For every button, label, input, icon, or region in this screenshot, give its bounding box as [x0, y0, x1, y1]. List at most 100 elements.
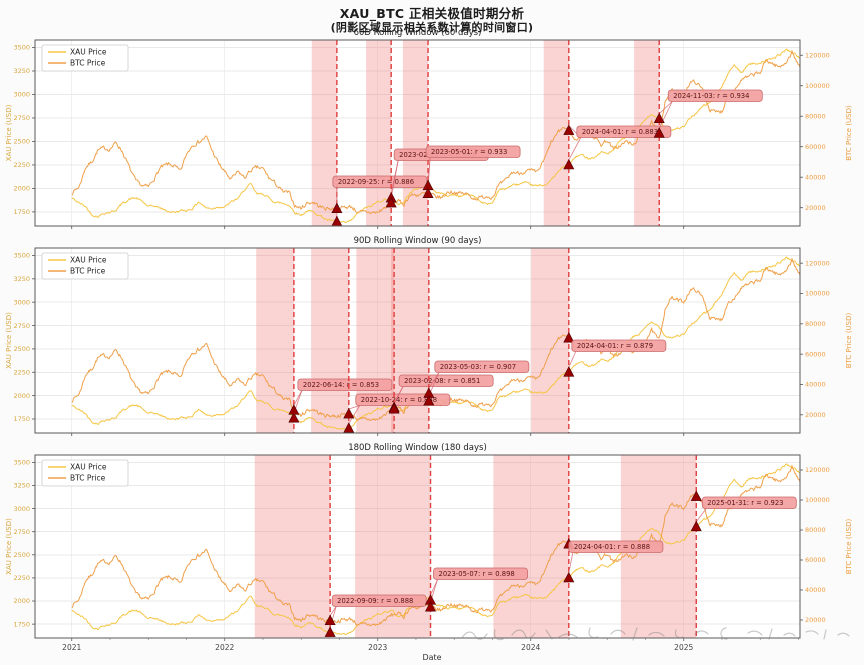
annotation-leader-line — [348, 405, 361, 424]
right-axis-title: BTC Price (USD) — [845, 312, 853, 368]
annotation-box — [667, 89, 763, 102]
left-tick-label: 2000 — [13, 185, 30, 193]
annotation-label: 2022-09-25: r = 0.886 — [338, 178, 414, 186]
right-tick-label: 80000 — [805, 112, 826, 120]
annotation-label: 2024-04-01: r = 0.879 — [577, 342, 653, 350]
annotation-box — [331, 594, 427, 607]
right-tick-label: 60000 — [805, 143, 826, 151]
left-tick-label: 3500 — [13, 252, 30, 260]
left-tick-label: 2000 — [13, 392, 30, 400]
annotation-leader-line — [293, 390, 303, 406]
extreme-annotation: 2023-05-03: r = 0.907 — [434, 360, 530, 373]
axes-spines — [34, 454, 801, 639]
left-tick-label: 2000 — [13, 597, 30, 605]
annotation-label: 2023-05-07: r = 0.898 — [439, 570, 515, 578]
extreme-marker — [288, 412, 300, 423]
correlation-window-band — [402, 40, 429, 226]
annotation-leader-line — [658, 101, 673, 129]
annotation-box — [332, 175, 428, 188]
extreme-marker — [563, 158, 575, 170]
left-tick-label: 3250 — [13, 482, 30, 490]
correlation-window-band — [355, 455, 431, 638]
annotation-label: 2024-04-01: r = 0.883 — [582, 128, 658, 136]
annotation-leader-line — [568, 137, 582, 161]
extreme-annotation: 2022-06-14: r = 0.853 — [297, 378, 393, 391]
extreme-marker — [388, 403, 400, 414]
annotation-box — [576, 125, 672, 138]
annotation-label: 2022-09-09: r = 0.888 — [337, 597, 413, 605]
x-tick-label: 2022 — [215, 643, 234, 652]
left-axis-title: XAU Price (USD) — [5, 518, 13, 575]
extreme-marker — [690, 520, 702, 532]
right-tick-label: 20000 — [805, 411, 826, 419]
right-tick-label: 40000 — [805, 173, 826, 181]
extreme-marker — [425, 601, 437, 612]
extreme-annotation: 2023-02-08: r = 0.851 — [398, 374, 494, 387]
left-tick-label: 2750 — [13, 322, 30, 330]
legend: XAU Price BTC Price — [41, 252, 129, 280]
right-axis-title: BTC Price (USD) — [845, 105, 853, 161]
correlation-window-band — [531, 248, 569, 433]
annotation-leader-line — [390, 160, 399, 199]
extreme-marker — [563, 124, 575, 135]
right-tick-label: 100000 — [805, 290, 830, 298]
extreme-marker — [288, 404, 300, 415]
right-tick-label: 120000 — [805, 51, 830, 59]
extreme-annotation: 2023-05-07: r = 0.898 — [433, 567, 528, 580]
annotation-box — [568, 540, 664, 553]
subplot-90d: 2022-06-14: r = 0.853 2022-10-24: r = 0.8… — [5, 236, 853, 436]
annotation-leader-line — [568, 351, 577, 368]
right-tick-label: 120000 — [805, 466, 830, 474]
correlation-window-band — [366, 40, 392, 226]
extreme-marker — [563, 366, 575, 377]
annotation-box — [571, 339, 667, 352]
annotation-leader-line — [393, 386, 404, 405]
xau-price-line — [71, 463, 800, 636]
annotation-label: 2024-04-01: r = 0.888 — [574, 543, 650, 551]
extreme-marker — [563, 331, 575, 343]
x-tick-label: 2023 — [368, 643, 387, 652]
left-tick-label: 2250 — [13, 574, 30, 582]
right-tick-label: 100000 — [805, 82, 830, 90]
left-axis-title: XAU Price (USD) — [5, 312, 13, 369]
correlation-window-band — [311, 248, 349, 433]
annotation-leader-line — [695, 508, 707, 523]
right-tick-label: 60000 — [805, 350, 826, 358]
annotation-label: 2023-05-03: r = 0.907 — [440, 363, 516, 371]
x-tick-label: 2025 — [674, 643, 693, 652]
extreme-annotation: 2022-09-25: r = 0.886 — [332, 175, 428, 188]
extreme-marker — [324, 626, 336, 637]
left-tick-label: 1750 — [13, 208, 30, 216]
extreme-annotation: 2025-01-31: r = 0.923 — [701, 496, 797, 509]
left-tick-label: 1750 — [13, 415, 30, 423]
annotation-label: 2025-01-31: r = 0.923 — [707, 499, 783, 507]
extreme-annotation: 2022-10-24: r = 0.888 — [355, 393, 451, 406]
extreme-marker — [653, 127, 665, 138]
extreme-annotation: 2024-04-01: r = 0.883 — [576, 125, 672, 138]
left-tick-label: 2500 — [13, 345, 30, 353]
right-tick-label: 40000 — [805, 586, 826, 594]
left-tick-label: 2750 — [13, 528, 30, 536]
right-tick-label: 20000 — [805, 204, 826, 212]
legend: XAU Price BTC Price — [41, 459, 129, 487]
right-tick-label: 80000 — [805, 320, 826, 328]
annotation-box — [434, 360, 530, 373]
left-tick-label: 3000 — [13, 91, 30, 99]
annotation-label: 2022-06-14: r = 0.853 — [303, 381, 379, 389]
subplot-180d: 2022-09-09: r = 0.888 2023-05-07: r = 0.8… — [5, 443, 853, 652]
extreme-marker — [653, 112, 665, 124]
subplot-title: 180D Rolling Window (180 days) — [348, 443, 487, 453]
annotation-box — [701, 496, 797, 509]
left-axis-title: XAU Price (USD) — [5, 104, 13, 161]
legend-label: XAU Price — [70, 256, 107, 265]
left-tick-label: 3000 — [13, 298, 30, 306]
extreme-marker — [422, 187, 434, 198]
x-tick-label: 2021 — [62, 643, 81, 652]
left-tick-label: 2500 — [13, 551, 30, 559]
legend-label: BTC Price — [70, 267, 106, 276]
extreme-annotation: 2024-04-01: r = 0.888 — [568, 540, 664, 553]
extreme-marker — [331, 202, 343, 213]
annotation-box — [425, 145, 521, 158]
right-tick-label: 40000 — [805, 381, 826, 389]
